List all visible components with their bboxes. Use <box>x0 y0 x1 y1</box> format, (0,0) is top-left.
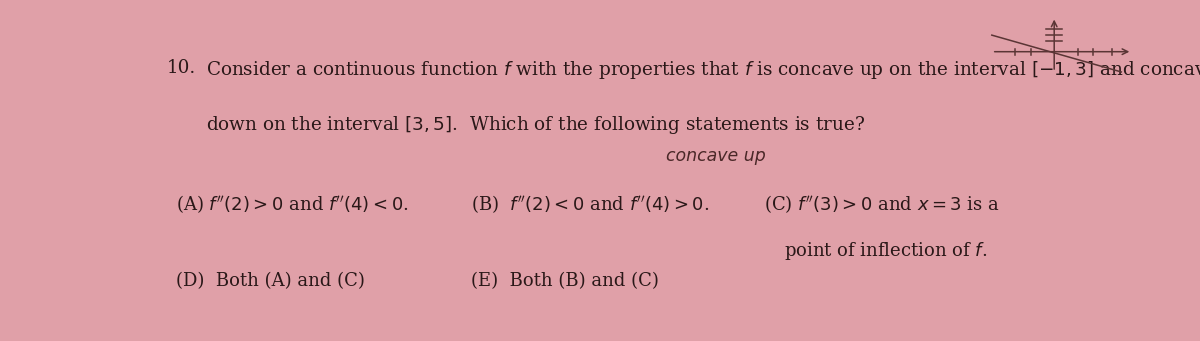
Text: (C) $f''(3) > 0$ and $x = 3$ is a: (C) $f''(3) > 0$ and $x = 3$ is a <box>764 193 1000 215</box>
Text: down on the interval $[3, 5]$.  Which of the following statements is true?: down on the interval $[3, 5]$. Which of … <box>206 115 865 136</box>
Text: Consider a continuous function $f$ with the properties that $f$ is concave up on: Consider a continuous function $f$ with … <box>206 59 1200 81</box>
Text: concave up: concave up <box>666 147 766 165</box>
Text: (A) $f''(2) > 0$ and $f''(4) < 0$.: (A) $f''(2) > 0$ and $f''(4) < 0$. <box>176 193 409 215</box>
Text: (E)  Both (B) and (C): (E) Both (B) and (C) <box>470 272 659 290</box>
Text: 10.: 10. <box>167 59 196 77</box>
Text: (D)  Both (A) and (C): (D) Both (A) and (C) <box>176 272 365 290</box>
Text: point of inflection of $f$.: point of inflection of $f$. <box>785 240 988 263</box>
Text: (B)  $f''(2) < 0$ and $f''(4) > 0$.: (B) $f''(2) < 0$ and $f''(4) > 0$. <box>470 193 709 215</box>
